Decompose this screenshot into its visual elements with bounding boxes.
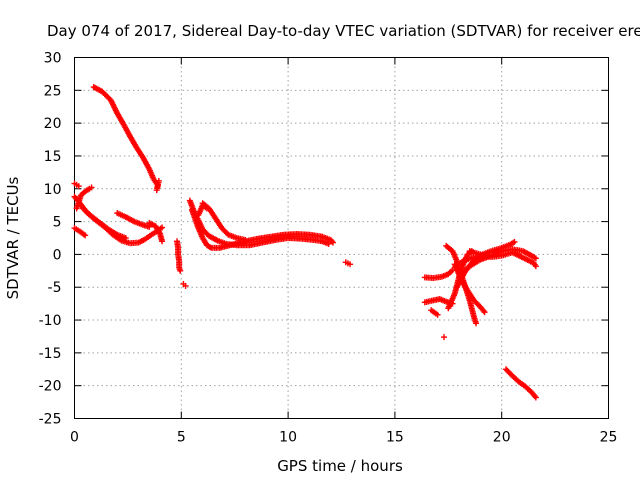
data-point-fill xyxy=(206,243,213,250)
data-point-fill xyxy=(450,292,457,299)
data-point-fill xyxy=(145,164,152,171)
data-point xyxy=(441,334,448,341)
data-point-fill xyxy=(144,223,151,230)
axis-ticks: 0 5 10 15 20 25 -25 -20 -15 -10 -5 0 5 10 15 20 25 30 xyxy=(39,51,618,446)
data-point-fill xyxy=(437,273,444,280)
data-point xyxy=(88,184,95,191)
data-point-fill xyxy=(472,318,479,325)
data-point-fill xyxy=(146,232,153,239)
data-point-fill xyxy=(194,223,201,230)
data-point-fill xyxy=(232,234,239,241)
x-tick-label: 15 xyxy=(386,430,404,446)
data-point-fill xyxy=(85,186,92,193)
data-point-fill xyxy=(496,252,503,259)
data-point-fill xyxy=(121,213,128,220)
y-tick-label: -20 xyxy=(39,379,62,395)
data-point-fill xyxy=(105,94,112,101)
data-point-fill xyxy=(202,204,209,211)
data-point-fill xyxy=(155,179,162,186)
data-point-fill xyxy=(80,231,87,238)
data-point-fill xyxy=(433,310,440,317)
y-tick-label: 30 xyxy=(44,51,62,67)
x-tick-label: 25 xyxy=(600,430,618,446)
y-tick-label: -15 xyxy=(39,346,62,362)
data-point-fill xyxy=(448,268,455,275)
data-point-fill xyxy=(518,247,525,254)
data-point-fill xyxy=(317,233,324,240)
data-point-fill xyxy=(129,217,136,224)
data-point-fill xyxy=(158,236,165,243)
y-tick-label: 5 xyxy=(53,215,62,231)
data-point-fill xyxy=(428,297,435,304)
data-point-fill xyxy=(480,307,487,314)
data-points xyxy=(71,84,539,401)
data-point-fill xyxy=(443,271,450,278)
data-point-fill xyxy=(149,174,156,181)
data-point-fill xyxy=(470,312,477,319)
data-point-fill xyxy=(475,253,482,260)
x-tick-label: 20 xyxy=(493,430,511,446)
data-point-fill xyxy=(531,261,538,268)
data-point xyxy=(75,183,82,190)
data-point-fill xyxy=(518,253,525,260)
y-tick-label: -10 xyxy=(39,313,62,329)
data-point-fill xyxy=(531,393,538,400)
y-tick-label: 10 xyxy=(44,182,62,198)
data-point-fill xyxy=(467,255,474,262)
data-point-fill xyxy=(75,227,82,234)
data-point-fill xyxy=(112,230,119,237)
data-point-fill xyxy=(453,256,460,263)
grid xyxy=(74,57,609,419)
data-point xyxy=(182,282,189,289)
plot-frame xyxy=(74,57,609,419)
data-point-fill xyxy=(133,239,140,246)
data-point-fill xyxy=(510,239,517,246)
data-point-fill xyxy=(121,234,128,241)
data-point-fill xyxy=(156,228,163,235)
chart-title: Day 074 of 2017, Sidereal Day-to-day VTE… xyxy=(47,22,640,40)
data-point-fill xyxy=(176,266,183,273)
data-point-fill xyxy=(344,260,351,267)
y-tick-label: 20 xyxy=(44,116,62,132)
y-tick-label: 25 xyxy=(44,83,62,99)
data-point-fill xyxy=(138,221,145,228)
data-point-fill xyxy=(531,254,538,261)
data-point-fill xyxy=(227,241,234,248)
x-tick-label: 0 xyxy=(70,430,79,446)
data-point-fill xyxy=(458,259,465,266)
data-point-fill xyxy=(441,298,448,305)
data-point-fill xyxy=(328,238,335,245)
y-axis-title: SDTVAR / TECUs xyxy=(4,176,22,299)
data-point-fill xyxy=(140,237,147,244)
x-axis-title: GPS time / hours xyxy=(277,457,403,475)
data-point-fill xyxy=(464,265,471,272)
data-point-fill xyxy=(86,211,93,218)
y-tick-label: 0 xyxy=(53,247,62,263)
x-tick-label: 10 xyxy=(279,430,297,446)
y-tick-label: -5 xyxy=(48,280,62,296)
data-point-fill xyxy=(240,236,247,243)
data-point-fill xyxy=(513,376,520,383)
data-point-fill xyxy=(526,386,533,393)
data-point-fill xyxy=(447,246,454,253)
y-tick-label: 15 xyxy=(44,149,62,165)
y-tick-label: -25 xyxy=(39,412,62,428)
data-point-fill xyxy=(213,236,220,243)
data-point-fill xyxy=(198,233,205,240)
x-tick-label: 5 xyxy=(177,430,186,446)
